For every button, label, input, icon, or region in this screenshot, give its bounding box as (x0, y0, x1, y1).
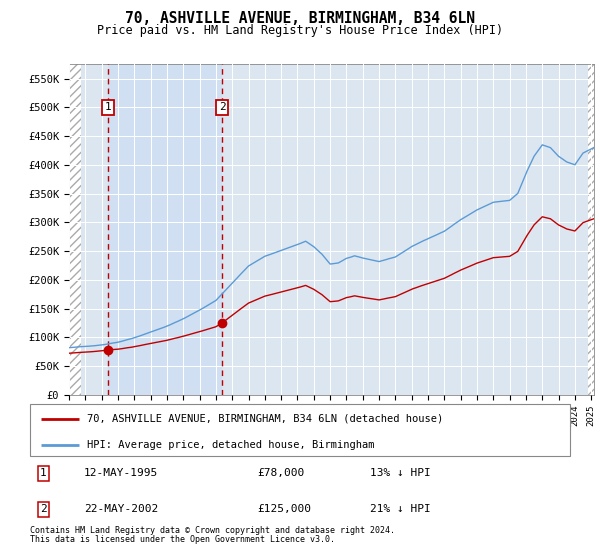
Text: 21% ↓ HPI: 21% ↓ HPI (370, 505, 431, 515)
Bar (69, 64, 81, 395)
Text: 2: 2 (40, 505, 47, 515)
Bar (107, 64, 222, 395)
Text: 70, ASHVILLE AVENUE, BIRMINGHAM, B34 6LN (detached house): 70, ASHVILLE AVENUE, BIRMINGHAM, B34 6LN… (86, 414, 443, 424)
Text: 2: 2 (219, 102, 226, 113)
Bar (589, 64, 594, 395)
Text: 1: 1 (40, 468, 47, 478)
Text: 13% ↓ HPI: 13% ↓ HPI (370, 468, 431, 478)
Text: HPI: Average price, detached house, Birmingham: HPI: Average price, detached house, Birm… (86, 440, 374, 450)
Text: £125,000: £125,000 (257, 505, 311, 515)
Text: Price paid vs. HM Land Registry's House Price Index (HPI): Price paid vs. HM Land Registry's House … (97, 24, 503, 36)
Text: This data is licensed under the Open Government Licence v3.0.: This data is licensed under the Open Gov… (30, 535, 335, 544)
Text: 22-MAY-2002: 22-MAY-2002 (84, 505, 158, 515)
FancyBboxPatch shape (30, 404, 570, 456)
Text: £78,000: £78,000 (257, 468, 304, 478)
Text: 12-MAY-1995: 12-MAY-1995 (84, 468, 158, 478)
Text: 70, ASHVILLE AVENUE, BIRMINGHAM, B34 6LN: 70, ASHVILLE AVENUE, BIRMINGHAM, B34 6LN (125, 11, 475, 26)
Text: 1: 1 (104, 102, 111, 113)
Text: Contains HM Land Registry data © Crown copyright and database right 2024.: Contains HM Land Registry data © Crown c… (30, 526, 395, 535)
